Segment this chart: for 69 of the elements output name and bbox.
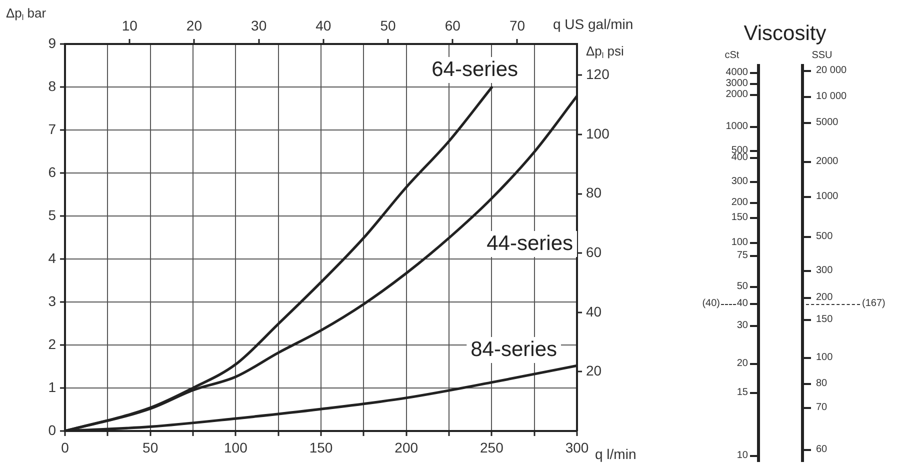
text: 300 [731, 176, 748, 188]
text: (167) [862, 298, 886, 310]
y-tick-label: 6 [48, 164, 56, 180]
x2-tick-label: 50 [380, 17, 396, 34]
text: Viscosity [742, 22, 828, 46]
y-tick-label: 3 [48, 292, 56, 309]
text: 300 [816, 265, 833, 277]
text: 10 [736, 450, 748, 462]
text: 2000 [726, 89, 748, 101]
x-tick-label: 300 [565, 439, 589, 456]
text: 20 [736, 358, 748, 370]
text: 75 [736, 250, 748, 262]
text: 400 [731, 152, 748, 164]
text: 60 [816, 444, 828, 456]
series-label: 84-series [470, 338, 557, 361]
text: 200 [731, 197, 748, 209]
text: 50 [736, 281, 748, 293]
x-tick-label: 0 [61, 439, 70, 456]
x-axis-title: q l/min [595, 446, 636, 462]
text: 20 000 [816, 65, 847, 77]
text: 40 [736, 298, 748, 310]
text: 5000 [816, 117, 838, 129]
text: 150 [731, 212, 748, 224]
x2-tick-label: 10 [122, 17, 138, 34]
text: 10 000 [816, 91, 847, 103]
text: 500 [816, 231, 833, 243]
y2-tick-label: 100 [586, 125, 610, 142]
text: 80 [816, 378, 828, 390]
y2-tick-label: 20 [586, 362, 602, 379]
text: 70 [816, 402, 828, 414]
text: 4000 [726, 67, 748, 79]
text: (40) [702, 298, 720, 310]
x2-tick-label: 30 [251, 17, 267, 34]
y-tick-label: 5 [48, 206, 56, 223]
x2-tick-label: 70 [509, 17, 526, 34]
series-label: 44-series [486, 232, 573, 255]
y2-tick-label: 40 [586, 303, 602, 320]
y-tick-label: 8 [48, 78, 56, 94]
y-tick-label: 2 [48, 336, 56, 352]
x-tick-label: 50 [142, 439, 158, 456]
y-tick-label: 0 [48, 422, 56, 438]
x-tick-label: 100 [224, 439, 248, 456]
text: 200 [816, 292, 833, 304]
text: 100 [816, 352, 833, 364]
text: 150 [816, 314, 833, 326]
x2-tick-label: 40 [316, 17, 332, 34]
y-tick-label: 1 [48, 378, 56, 395]
text: 1000 [816, 191, 838, 203]
y2-tick-label: 60 [586, 244, 602, 260]
text: 2000 [816, 156, 838, 168]
text: SSU [810, 50, 834, 62]
text: 1000 [726, 121, 748, 133]
text: 100 [731, 237, 748, 249]
y-tick-label: 7 [48, 120, 56, 137]
x-tick-label: 200 [394, 439, 418, 456]
text: 30 [736, 320, 748, 332]
text: 3000 [726, 78, 748, 90]
y-tick-label: 4 [48, 250, 56, 266]
x2-axis-title: q US gal/min [553, 16, 634, 32]
x-tick-label: 250 [480, 439, 504, 456]
x-tick-label: 150 [309, 439, 333, 456]
text: cSt [724, 50, 740, 62]
y2-tick-label: 80 [586, 184, 602, 201]
x2-tick-label: 20 [186, 17, 202, 34]
x2-tick-label: 60 [444, 17, 461, 34]
series-label: 64-series [432, 58, 518, 81]
y-tick-label: 9 [48, 34, 56, 51]
text: 15 [736, 387, 748, 399]
y2-tick-label: 120 [586, 66, 610, 82]
